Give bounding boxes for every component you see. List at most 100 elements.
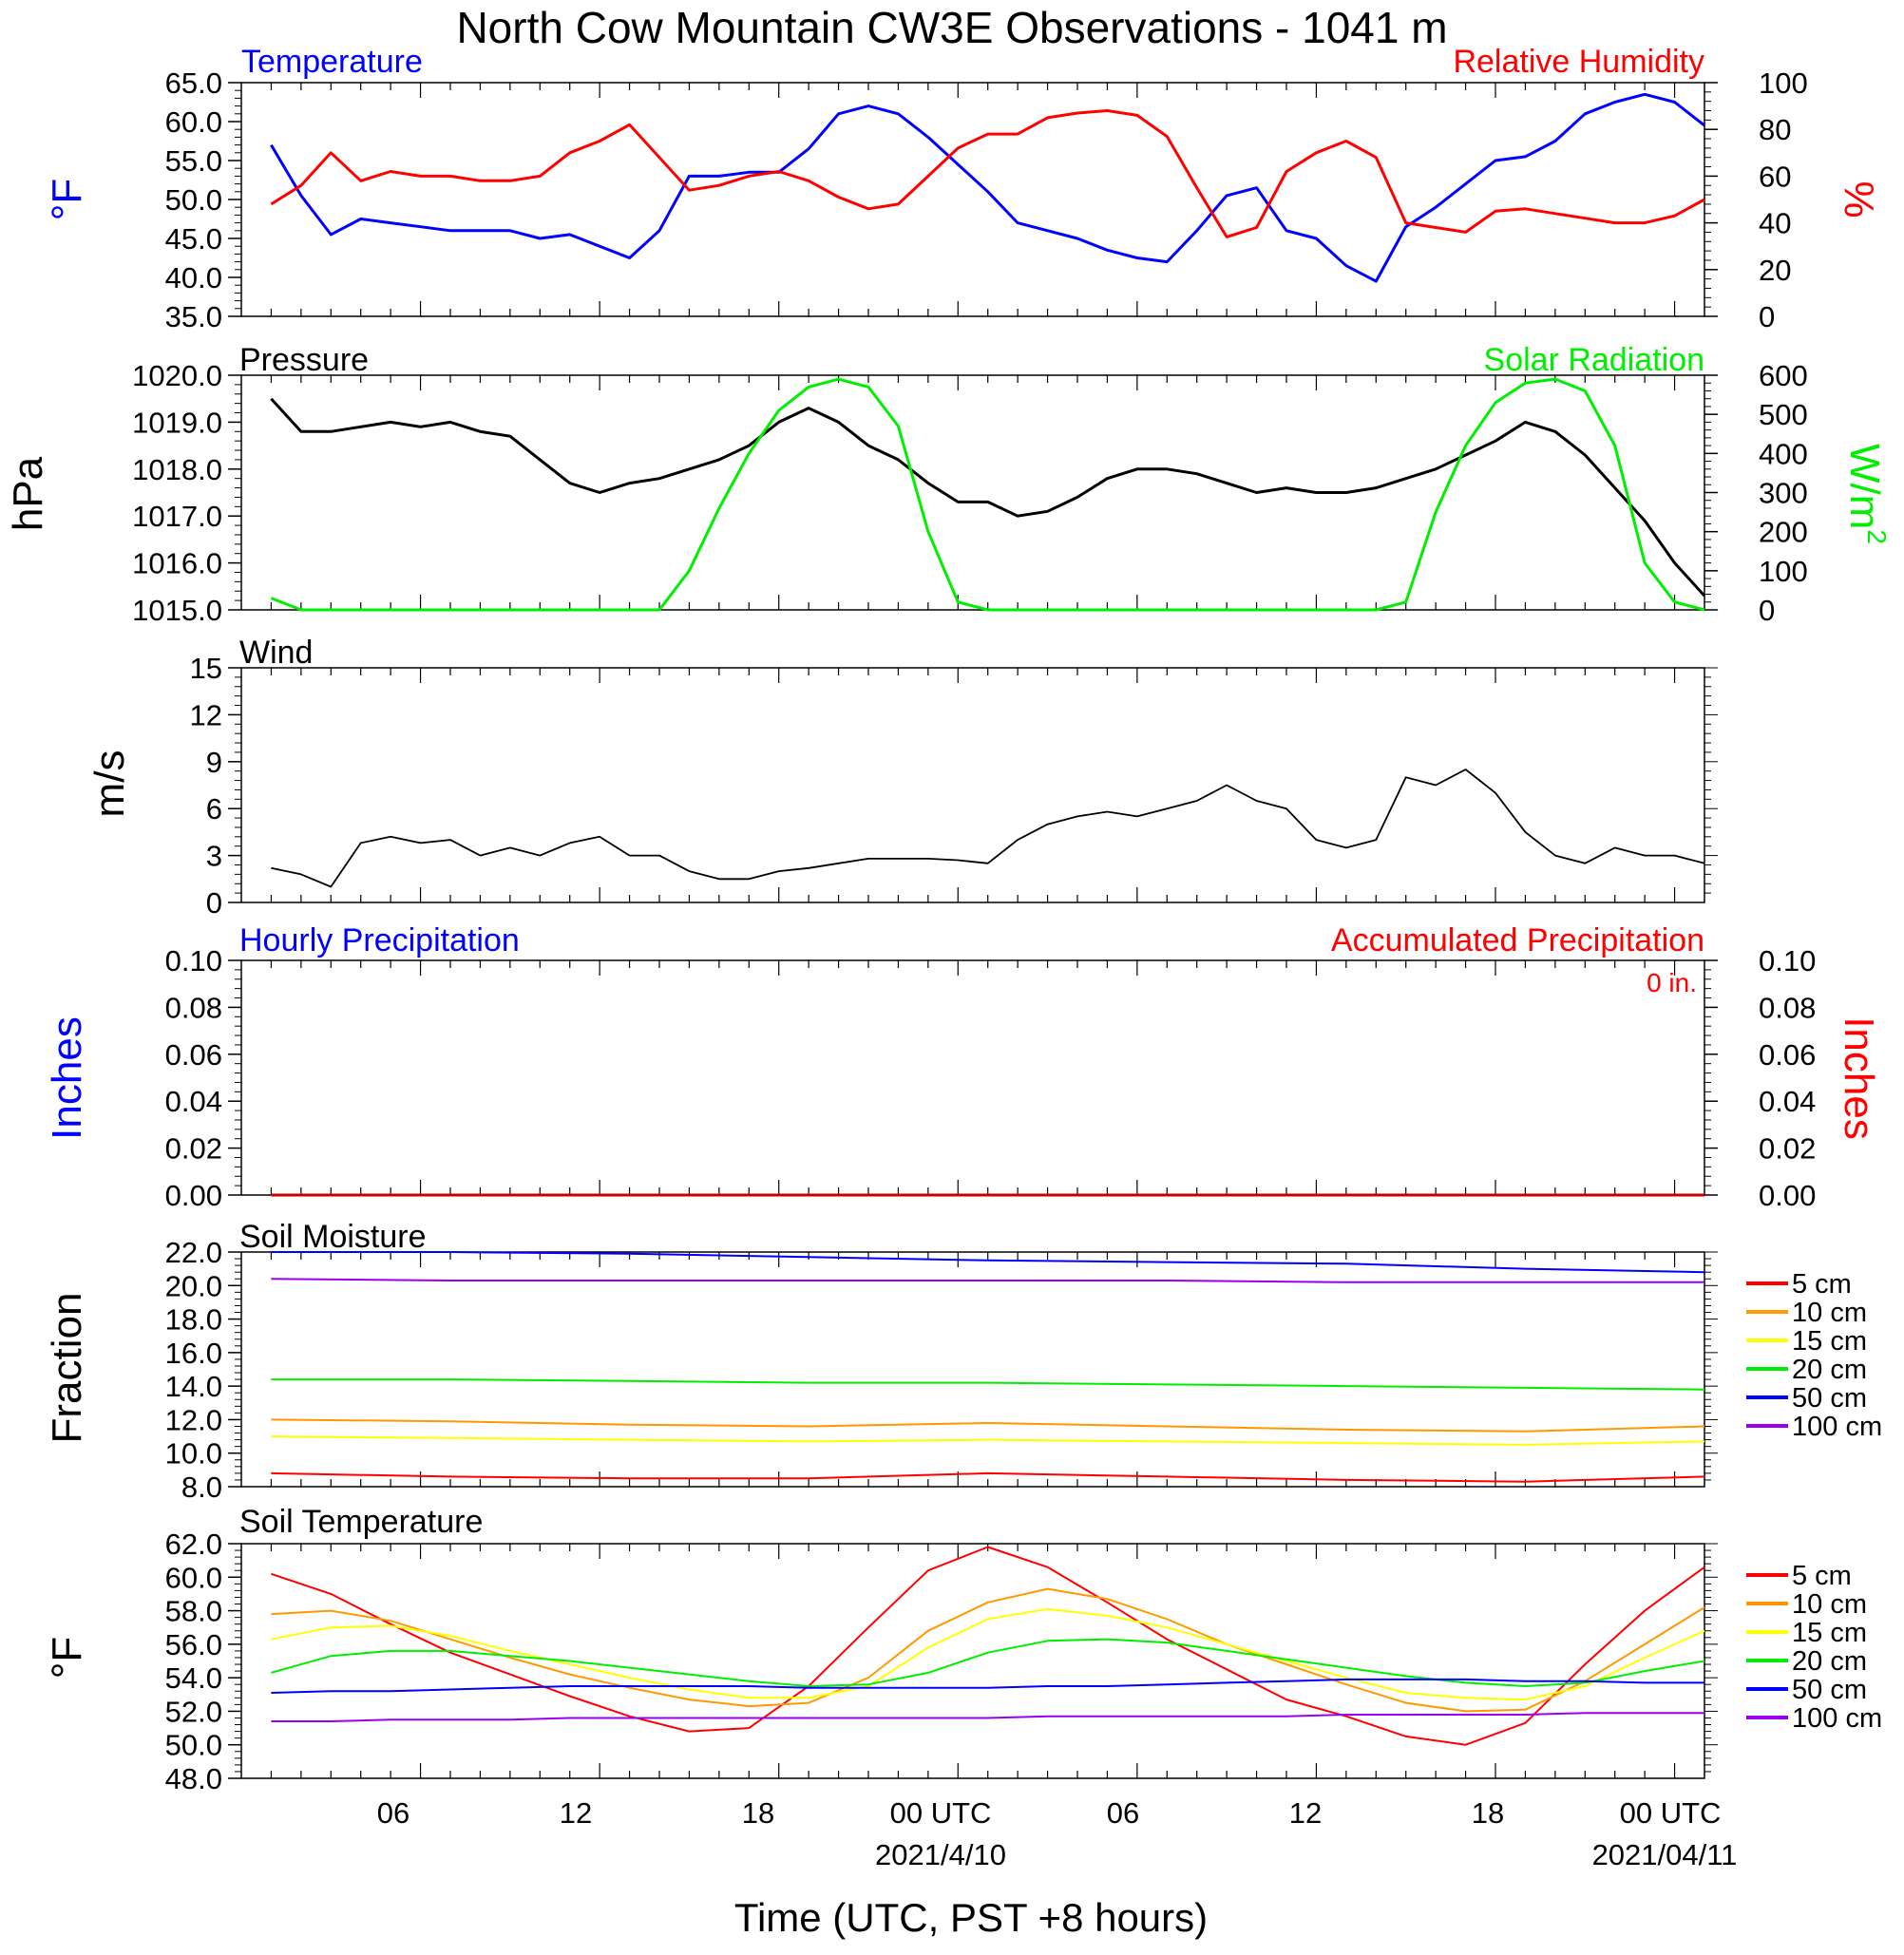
pressure-title: Pressure <box>239 342 369 378</box>
legend-label: 20 cm <box>1792 1646 1867 1677</box>
y-tick-label: 8.0 <box>181 1471 222 1504</box>
y-right-tick-label: 0.02 <box>1759 1132 1816 1166</box>
series-line-pressure <box>270 397 1706 598</box>
x-tick-label: 12 <box>1289 1796 1322 1830</box>
y-right-tick-label: 100 <box>1759 555 1808 588</box>
y-tick-label: 12 <box>190 698 222 731</box>
y-tick-label: 0 <box>206 886 222 920</box>
series-line-50-cm <box>271 1251 1705 1274</box>
plot-frame <box>240 1251 1705 1488</box>
y-right-tick-label: 0.06 <box>1759 1038 1816 1072</box>
y-tick-label: 1017.0 <box>132 500 222 533</box>
pressure-ylabel: hPa <box>5 456 51 531</box>
humidity-ylabel: % <box>1836 180 1882 218</box>
legend-label: 10 cm <box>1792 1589 1867 1620</box>
series-line-100-cm <box>271 1712 1704 1722</box>
y-tick-label: 48.0 <box>165 1762 222 1795</box>
x-axis-title: Time (UTC, PST +8 hours) <box>734 1895 1208 1940</box>
y-tick-label: 60.0 <box>165 105 222 139</box>
y-right-tick-label: 40 <box>1759 207 1791 240</box>
y-tick-label: 6 <box>206 792 222 826</box>
y-tick-label: 0.04 <box>165 1085 222 1118</box>
accumulated-precip-annotation: 0 in. <box>1647 968 1697 997</box>
y-right-tick-label: 0.10 <box>1759 944 1816 978</box>
legend-label: 15 cm <box>1792 1326 1867 1357</box>
plot-panel-1: 1020.0 1019.0 1018.0 1017.0 1016.0 1015.0 600 5… <box>132 359 1808 627</box>
y-tick-label: 54.0 <box>165 1661 222 1695</box>
soil-temperature-ylabel: °F <box>44 1637 90 1679</box>
y-tick-label: 55.0 <box>165 144 222 178</box>
y-tick-label: 22.0 <box>165 1236 222 1269</box>
x-date-label: 2021/04/11 <box>1592 1838 1738 1871</box>
y-right-tick-label: 200 <box>1759 516 1808 549</box>
x-tick-label: 12 <box>560 1796 592 1830</box>
wind-ylabel: m/s <box>86 750 133 818</box>
y-tick-label: 0.06 <box>165 1038 222 1072</box>
series-line-15-cm <box>271 1607 1705 1701</box>
series-line-10-cm <box>271 1587 1705 1713</box>
y-tick-label: 0.02 <box>165 1132 222 1166</box>
y-tick-label: 16.0 <box>165 1337 222 1370</box>
series-line-5-cm <box>271 1471 1705 1483</box>
y-tick-label: 9 <box>206 746 222 779</box>
x-tick-label: 06 <box>377 1796 409 1830</box>
hourly-precip-ylabel: Inches <box>44 1016 90 1140</box>
y-right-tick-label: 60 <box>1759 160 1791 193</box>
y-right-tick-label: 400 <box>1759 437 1808 470</box>
plot-panel-0: 65.0 60.0 55.0 50.0 45.0 40.0 35.0 100 80 60 40 20 0 <box>165 66 1808 333</box>
series-line-15-cm <box>271 1435 1705 1446</box>
panel-soil-temperature: Soil Temperature °F <box>44 1504 483 1679</box>
y-tick-label: 52.0 <box>165 1695 222 1728</box>
temperature-title: Temperature <box>241 44 423 80</box>
y-right-tick-label: 0.08 <box>1759 991 1816 1024</box>
y-tick-label: 0.08 <box>165 991 222 1024</box>
y-tick-label: 62.0 <box>165 1528 222 1561</box>
y-right-tick-label: 0 <box>1759 594 1775 627</box>
legend-label: 15 cm <box>1792 1618 1867 1648</box>
series-line-20-cm <box>271 1638 1705 1687</box>
y-tick-label: 1018.0 <box>132 453 222 486</box>
series-line-20-cm <box>271 1378 1705 1391</box>
panel-pressure: Pressure Solar Radiation hPa W/m2 <box>5 342 1892 544</box>
y-tick-label: 3 <box>206 840 222 873</box>
series-line-temperature <box>270 92 1705 283</box>
relative-humidity-title: Relative Humidity <box>1453 44 1704 80</box>
accumulated-precip-title: Accumulated Precipitation <box>1331 922 1704 959</box>
series-line-5-cm <box>271 1546 1705 1746</box>
panel-precipitation: Hourly Precipitation Accumulated Precipi… <box>44 922 1882 1140</box>
series-line-10-cm <box>271 1418 1705 1433</box>
y-tick-label: 1016.0 <box>132 547 222 580</box>
y-tick-label: 35.0 <box>165 300 222 333</box>
y-right-tick-label: 0.04 <box>1759 1085 1816 1118</box>
y-tick-label: 10.0 <box>165 1437 222 1471</box>
y-tick-label: 0.10 <box>165 944 222 978</box>
y-tick-label: 20.0 <box>165 1269 222 1302</box>
legend-label: 5 cm <box>1792 1561 1852 1591</box>
series-line-50-cm <box>271 1678 1704 1694</box>
series-line-100-cm <box>271 1278 1704 1283</box>
x-tick-label: 00 UTC <box>1620 1796 1722 1830</box>
solar-radiation-title: Solar Radiation <box>1484 342 1704 378</box>
x-tick-label: 00 UTC <box>890 1796 992 1830</box>
legend-label: 100 cm <box>1792 1703 1882 1734</box>
y-right-tick-label: 20 <box>1759 254 1791 287</box>
y-right-tick-label: 500 <box>1759 398 1808 431</box>
legend-label: 10 cm <box>1792 1298 1867 1328</box>
y-right-tick-label: 0 <box>1759 300 1775 333</box>
panel-soil-moisture: Soil Moisture Fraction <box>44 1219 427 1443</box>
wind-title: Wind <box>239 635 313 671</box>
soil-moisture-title: Soil Moisture <box>239 1219 427 1255</box>
legend-label: 5 cm <box>1792 1269 1852 1300</box>
plot-panel-2: 15 12 9 6 3 0 <box>190 652 1718 920</box>
y-tick-label: 15 <box>190 652 222 685</box>
soil-temperature-title: Soil Temperature <box>239 1504 483 1540</box>
temperature-ylabel: °F <box>44 179 90 220</box>
y-right-tick-label: 0.00 <box>1759 1179 1816 1212</box>
legend-label: 20 cm <box>1792 1355 1867 1385</box>
y-tick-label: 50.0 <box>165 183 222 217</box>
accumulated-precip-ylabel: Inches <box>1836 1016 1882 1140</box>
y-right-tick-label: 600 <box>1759 359 1808 392</box>
plot-panel-3: 0.10 0.08 0.06 0.04 0.02 0.00 0.10 0.08 0.06 0.04… <box>165 944 1817 1212</box>
solar-ylabel-main: W/m <box>1841 444 1888 529</box>
